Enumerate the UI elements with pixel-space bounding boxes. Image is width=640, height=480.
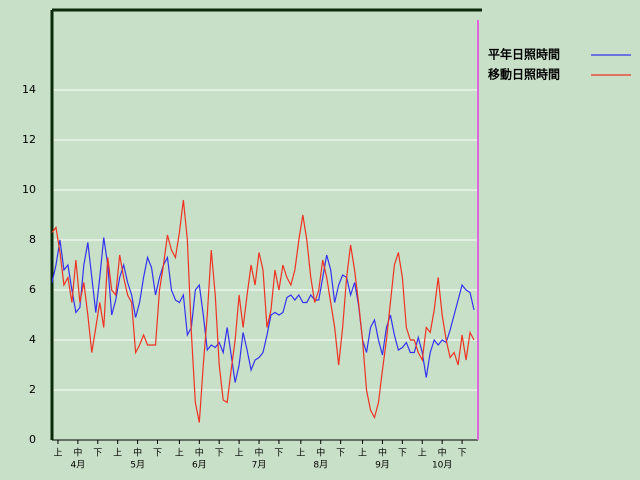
y-tick-label: 10	[22, 183, 36, 196]
x-tick-label: 中	[195, 447, 204, 459]
x-tick-label: 上	[53, 448, 62, 459]
x-tick-label: 上	[296, 448, 305, 459]
month-label: 5月	[130, 460, 145, 471]
x-tick-label: 下	[274, 449, 283, 459]
x-tick-label: 中	[73, 447, 82, 459]
x-tick-label: 下	[93, 449, 102, 459]
x-tick-label: 中	[438, 447, 447, 459]
y-tick-label: 2	[29, 383, 36, 396]
x-tick-label: 上	[235, 448, 244, 459]
x-tick-label: 下	[458, 449, 467, 459]
x-tick-label: 上	[175, 448, 184, 459]
x-tick-label: 下	[398, 449, 407, 459]
x-tick-label: 中	[133, 447, 142, 459]
y-tick-label: 8	[29, 233, 36, 246]
x-tick-label: 上	[358, 448, 367, 459]
series-line	[51, 199, 475, 423]
x-tick-label: 中	[316, 447, 325, 459]
legend-label: 移動日照時間	[488, 67, 560, 82]
month-label: 4月	[71, 460, 86, 471]
y-tick-label: 6	[29, 283, 36, 296]
y-tick-label: 0	[29, 433, 36, 446]
x-tick-label: 下	[336, 449, 345, 459]
x-tick-label: 中	[255, 447, 264, 459]
month-label: 8月	[313, 460, 328, 471]
month-label: 7月	[252, 460, 267, 471]
y-tick-label: 4	[29, 333, 36, 346]
x-tick-label: 中	[378, 447, 387, 459]
month-label: 6月	[192, 460, 207, 471]
y-tick-label: 14	[22, 83, 36, 96]
x-tick-label: 下	[215, 449, 224, 459]
x-tick-label: 下	[153, 449, 162, 459]
month-label: 9月	[375, 460, 390, 471]
legend-label: 平年日照時間	[488, 47, 560, 62]
y-tick-label: 12	[22, 133, 36, 146]
x-tick-label: 上	[113, 448, 122, 459]
month-label: 10月	[432, 460, 452, 471]
x-tick-label: 上	[418, 448, 427, 459]
